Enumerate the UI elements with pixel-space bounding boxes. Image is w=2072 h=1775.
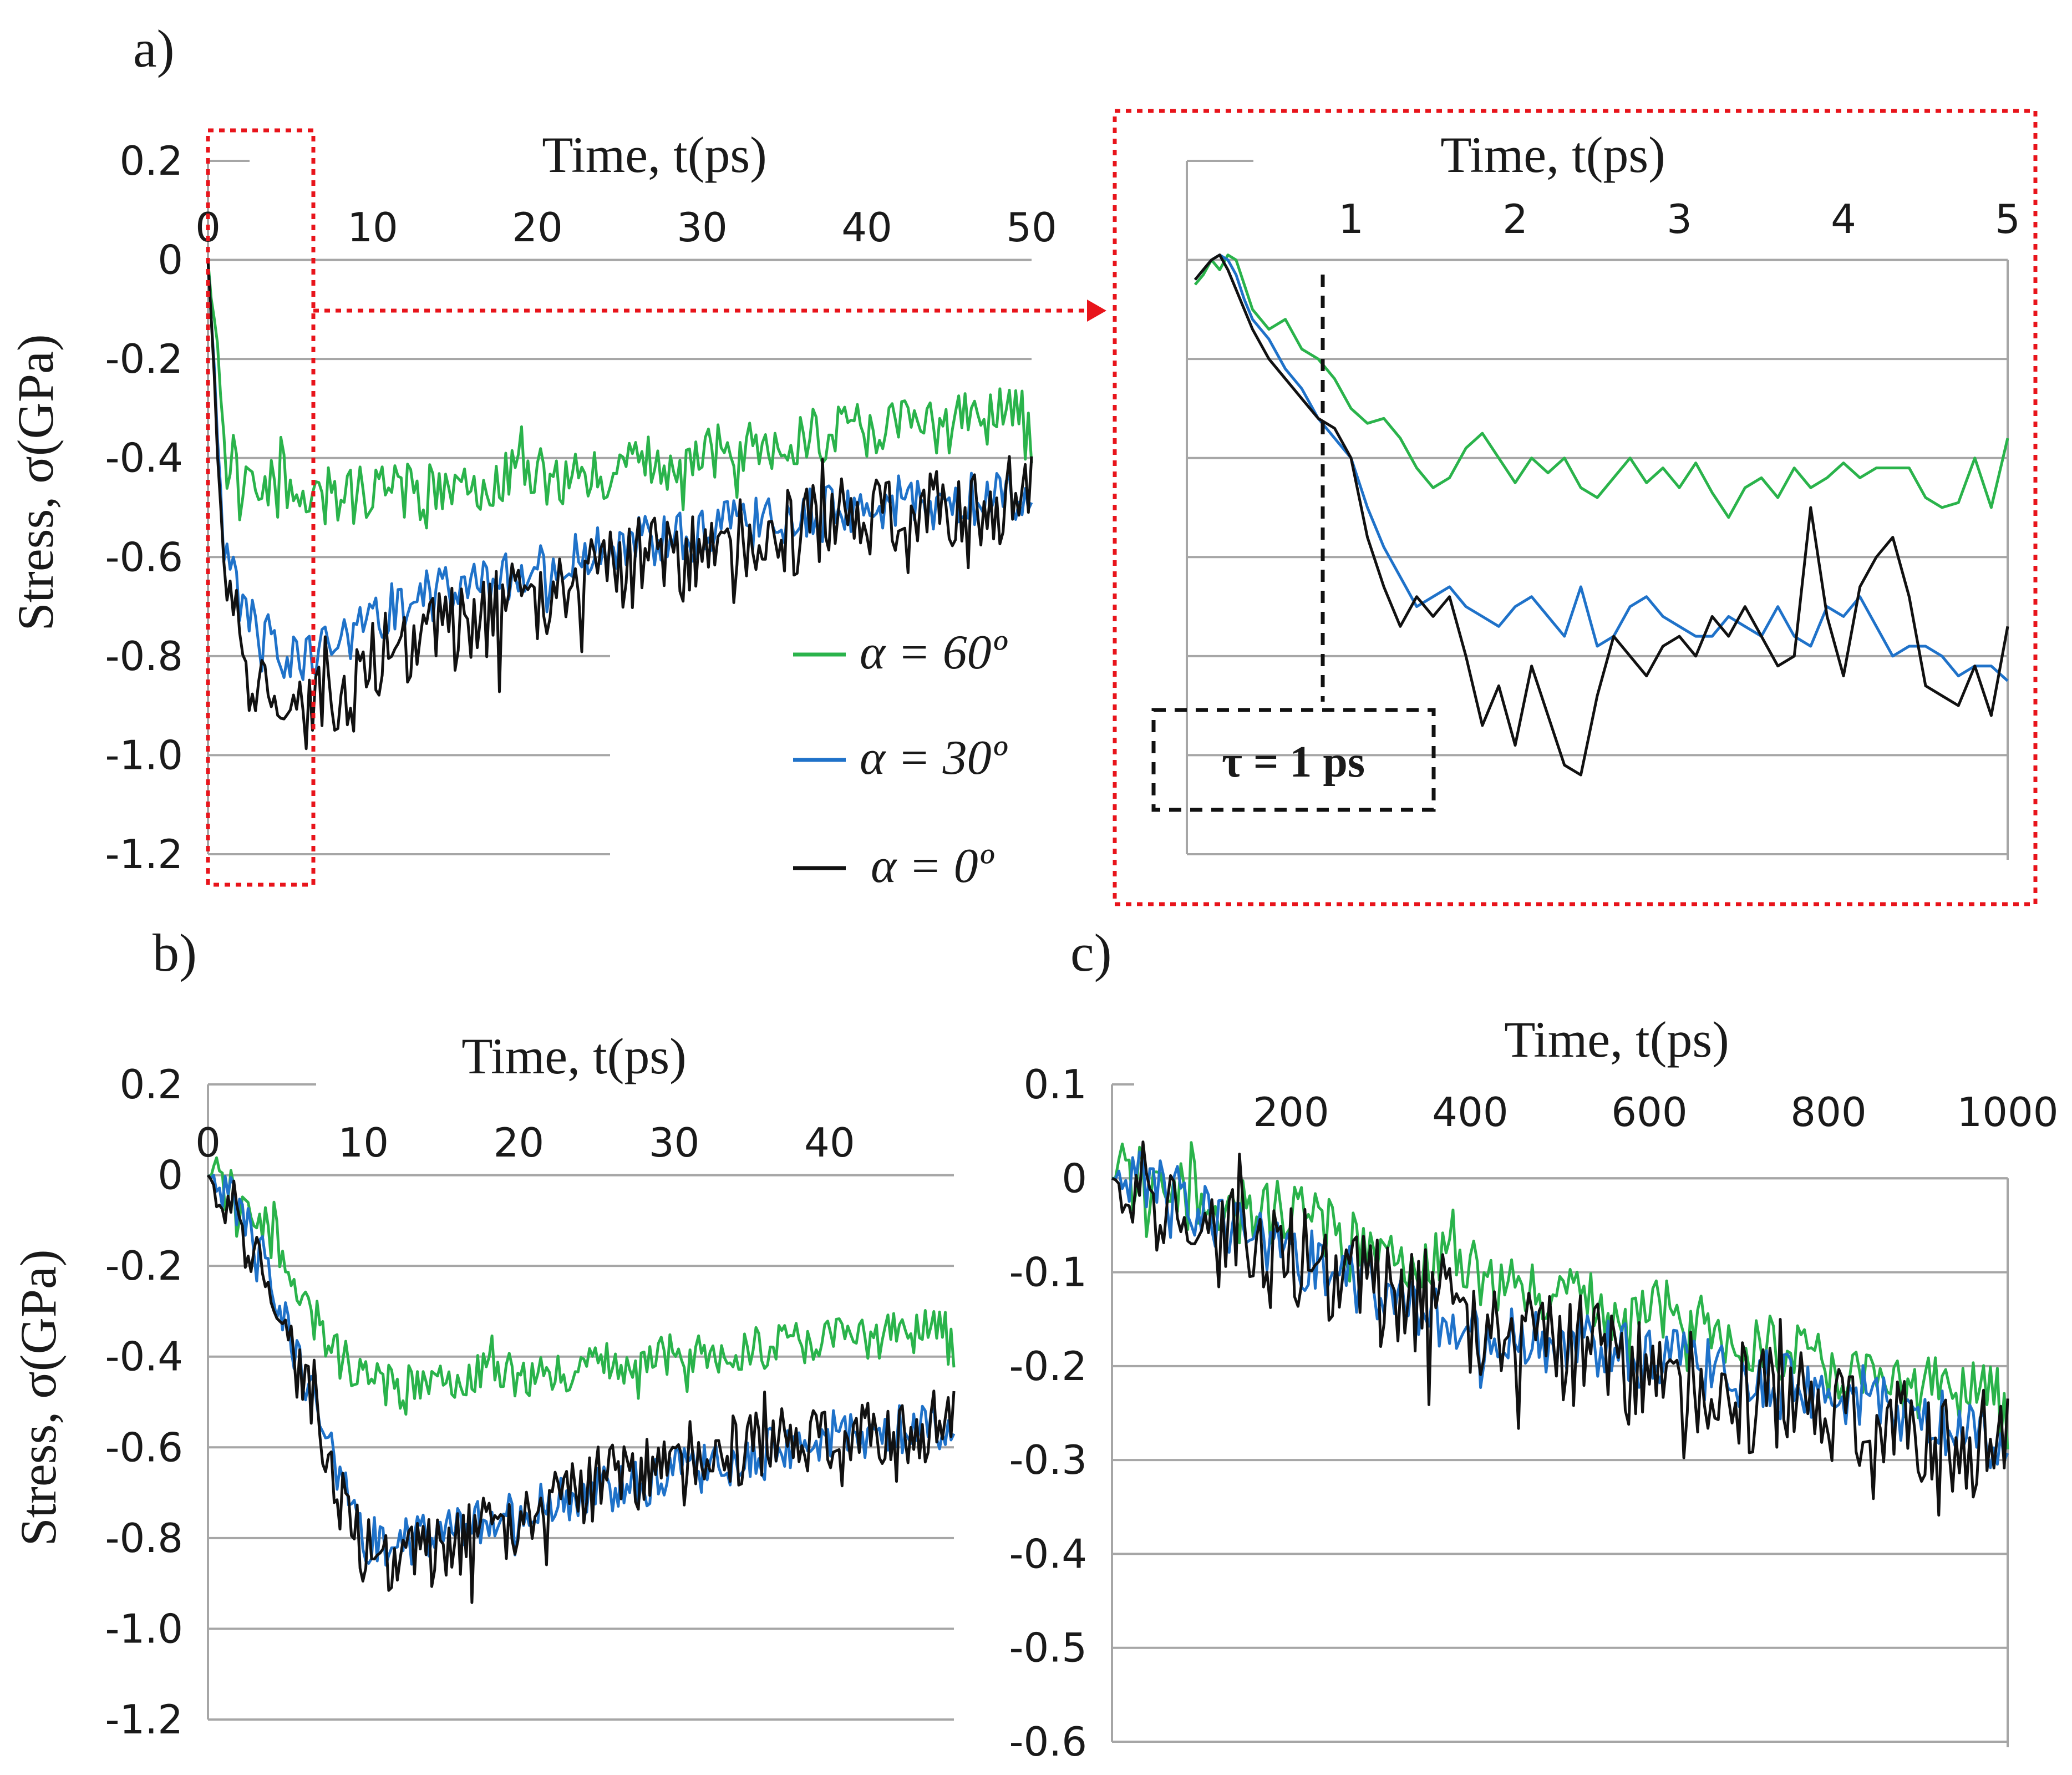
chart-a-zoom-gridlines bbox=[1186, 160, 2009, 860]
series-line-black bbox=[206, 260, 1033, 750]
y-tick-label: -0.8 bbox=[105, 633, 183, 679]
y-tick-label: -0.5 bbox=[1009, 1625, 1087, 1671]
series-line-green bbox=[1194, 253, 2009, 519]
chart-b-series bbox=[206, 1156, 956, 1604]
y-tick-label: -0.8 bbox=[105, 1515, 183, 1561]
chart-a-y-ticks: 0.2 0 -0.2 -0.4 -0.6 -0.8 -1.0 -1.2 bbox=[105, 138, 183, 878]
x-tick-label: 1 bbox=[1338, 196, 1364, 242]
x-tick-label: 20 bbox=[512, 204, 563, 251]
x-tick-label: 20 bbox=[494, 1119, 545, 1166]
legend-label-green: α = 60º bbox=[860, 626, 1008, 679]
chart-b-x-title: Time, t(ps) bbox=[461, 1028, 687, 1084]
chart-c: 0.1 0 -0.1 -0.2 -0.3 -0.4 -0.5 -0.6 200 400 600 80… bbox=[1009, 1011, 2059, 1765]
chart-b-y-ticks: 0.2 0 -0.2 -0.4 -0.6 -0.8 -1.0 -1.2 bbox=[105, 1061, 183, 1743]
y-tick-label: -0.6 bbox=[105, 534, 183, 580]
y-tick-label: -0.4 bbox=[105, 435, 183, 481]
legend-label-blue: α = 30º bbox=[860, 731, 1008, 785]
panel-label-b: b) bbox=[153, 923, 197, 982]
chart-a-zoom-x-ticks: 1 2 3 4 5 bbox=[1338, 196, 2020, 242]
zoom-arrow-head bbox=[1087, 300, 1106, 322]
chart-c-y-ticks: 0.1 0 -0.1 -0.2 -0.3 -0.4 -0.5 -0.6 bbox=[1009, 1061, 1087, 1765]
chart-c-series bbox=[1111, 1140, 2009, 1517]
y-tick-label: -1.2 bbox=[105, 1696, 183, 1743]
chart-a-x-ticks: 0 10 20 30 40 50 bbox=[195, 204, 1057, 251]
series-line-black bbox=[1111, 1140, 2009, 1517]
x-tick-label: 3 bbox=[1667, 196, 1692, 242]
legend: α = 60º α = 30º α = 0º bbox=[793, 626, 1008, 893]
x-tick-label: 10 bbox=[338, 1119, 389, 1166]
y-tick-label: 0.1 bbox=[1023, 1061, 1087, 1108]
chart-b-y-title: Stress, σ(GPa) bbox=[10, 1249, 67, 1546]
y-tick-label: 0.2 bbox=[119, 1061, 183, 1108]
y-tick-label: 0 bbox=[1062, 1155, 1087, 1201]
y-tick-label: -0.2 bbox=[105, 1242, 183, 1289]
chart-a-zoom-x-title: Time, t(ps) bbox=[1440, 126, 1665, 183]
zoom-panel-border bbox=[1113, 109, 2038, 906]
x-tick-label: 200 bbox=[1253, 1089, 1329, 1135]
y-tick-label: 0 bbox=[158, 237, 183, 283]
y-tick-label: -0.6 bbox=[105, 1424, 183, 1470]
chart-a-y-title: Stress, σ(GPa) bbox=[7, 334, 64, 631]
x-tick-label: 2 bbox=[1502, 196, 1528, 242]
chart-c-x-title: Time, t(ps) bbox=[1504, 1011, 1729, 1068]
series-line-green bbox=[207, 1156, 956, 1416]
chart-a-zoom-series bbox=[1194, 253, 2009, 777]
series-line-black bbox=[1194, 253, 2009, 777]
x-tick-label: 5 bbox=[1995, 196, 2020, 242]
series-line-green bbox=[206, 260, 1033, 530]
tau-annotation-text: τ = 1 ps bbox=[1222, 738, 1365, 787]
y-tick-label: 0.2 bbox=[119, 138, 183, 184]
panel-label-a: a) bbox=[133, 19, 175, 78]
y-tick-label: -0.2 bbox=[105, 336, 183, 382]
y-tick-label: -0.3 bbox=[1009, 1437, 1087, 1483]
y-tick-label: -0.1 bbox=[1009, 1249, 1087, 1296]
x-tick-label: 1000 bbox=[1957, 1089, 2058, 1135]
chart-a-series bbox=[206, 260, 1033, 750]
y-tick-label: -0.6 bbox=[1009, 1718, 1087, 1765]
x-tick-label: 800 bbox=[1790, 1089, 1866, 1135]
chart-b: 0.2 0 -0.2 -0.4 -0.6 -0.8 -1.0 -1.2 0 10 20 30 40 T… bbox=[10, 1028, 956, 1743]
x-tick-label: 400 bbox=[1432, 1089, 1508, 1135]
x-tick-label: 40 bbox=[841, 204, 892, 251]
y-tick-label: 0 bbox=[158, 1152, 183, 1199]
chart-a: 0.2 0 -0.2 -0.4 -0.6 -0.8 -1.0 -1.2 0 10 20 30 40 50… bbox=[7, 126, 1057, 878]
x-tick-label: 30 bbox=[649, 1119, 700, 1166]
y-tick-label: -1.2 bbox=[105, 831, 183, 878]
series-line-blue bbox=[206, 260, 1033, 681]
series-line-blue bbox=[207, 1174, 956, 1567]
chart-b-gridlines bbox=[207, 1083, 954, 1721]
y-tick-label: -1.0 bbox=[105, 1605, 183, 1652]
series-line-black bbox=[206, 1174, 956, 1604]
series-line-blue bbox=[1194, 253, 2009, 682]
chart-b-x-ticks: 0 10 20 30 40 bbox=[195, 1119, 855, 1166]
x-tick-label: 600 bbox=[1611, 1089, 1687, 1135]
chart-c-x-ticks: 200 400 600 800 1000 bbox=[1253, 1089, 2058, 1135]
chart-a-zoom: 1 2 3 4 5 Time, t(ps) τ = 1 ps bbox=[1151, 126, 2020, 860]
chart-c-gridlines bbox=[1111, 1083, 2009, 1747]
series-line-green bbox=[1112, 1141, 2009, 1450]
x-tick-label: 30 bbox=[677, 204, 728, 251]
panel-label-c: c) bbox=[1070, 923, 1112, 982]
x-tick-label: 10 bbox=[347, 204, 398, 251]
x-tick-label: 50 bbox=[1006, 204, 1057, 251]
x-tick-label: 40 bbox=[804, 1119, 855, 1166]
legend-label-black: α = 0º bbox=[871, 839, 994, 893]
y-tick-label: -0.2 bbox=[1009, 1343, 1087, 1389]
x-tick-label: 4 bbox=[1831, 196, 1856, 242]
y-tick-label: -1.0 bbox=[105, 732, 183, 778]
zoom-selection-box bbox=[206, 128, 316, 887]
y-tick-label: -0.4 bbox=[1009, 1530, 1087, 1577]
chart-a-x-title: Time, t(ps) bbox=[542, 126, 767, 183]
y-tick-label: -0.4 bbox=[105, 1333, 183, 1380]
